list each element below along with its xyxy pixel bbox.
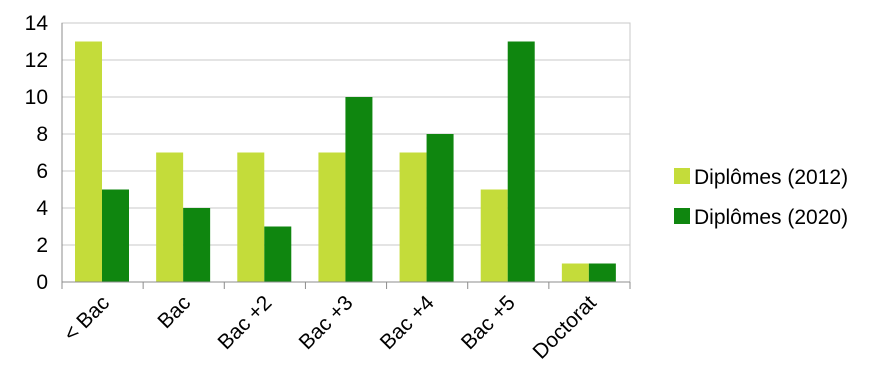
x-category-label: Bac +5 bbox=[457, 291, 520, 354]
legend-swatch-1 bbox=[674, 168, 690, 184]
bars bbox=[75, 41, 616, 282]
bar-series1-5 bbox=[480, 189, 508, 282]
legend-label-1: Diplômes (2012) bbox=[694, 166, 848, 189]
legend-label-2: Diplômes (2020) bbox=[694, 206, 848, 229]
bar-series2-3 bbox=[345, 97, 373, 282]
y-tick-label: 4 bbox=[36, 197, 48, 220]
y-tick-label: 2 bbox=[36, 234, 48, 257]
bar-series1-2 bbox=[237, 152, 265, 282]
y-tick-label: 10 bbox=[25, 86, 48, 109]
x-category-label: Doctorat bbox=[529, 291, 602, 364]
legend: Diplômes (2012) Diplômes (2020) bbox=[674, 166, 848, 229]
bar-series1-0 bbox=[75, 41, 102, 282]
x-category-label: Bac +3 bbox=[295, 291, 358, 354]
bar-series2-1 bbox=[183, 208, 211, 282]
bar-series2-5 bbox=[507, 41, 535, 282]
y-tick-label: 6 bbox=[36, 160, 48, 183]
bar-series2-6 bbox=[588, 263, 616, 282]
y-tick-label: 8 bbox=[36, 123, 48, 146]
x-category-label: Bac +2 bbox=[213, 291, 276, 354]
y-tick-label: 0 bbox=[36, 271, 48, 294]
x-category-label: < Bac bbox=[59, 291, 114, 346]
legend-swatch-2 bbox=[674, 208, 690, 224]
bar-series1-1 bbox=[156, 152, 184, 282]
bar-series2-4 bbox=[426, 134, 454, 282]
bar-series1-6 bbox=[561, 263, 589, 282]
bar-series2-2 bbox=[264, 226, 292, 282]
y-tick-label: 14 bbox=[25, 12, 49, 35]
y-axis-ticks: 0 2 4 6 8 10 12 14 bbox=[25, 12, 49, 294]
x-axis-ticks: < Bac Bac Bac +2 Bac +3 Bac +4 Bac +5 Doctorat bbox=[59, 291, 601, 364]
y-tick-label: 12 bbox=[25, 49, 48, 72]
bar-series2-0 bbox=[102, 189, 129, 282]
axes bbox=[61, 23, 631, 289]
x-category-label: Bac +4 bbox=[376, 291, 439, 354]
bar-series1-4 bbox=[399, 152, 427, 282]
x-category-label: Bac bbox=[153, 291, 195, 333]
bar-series1-3 bbox=[318, 152, 346, 282]
